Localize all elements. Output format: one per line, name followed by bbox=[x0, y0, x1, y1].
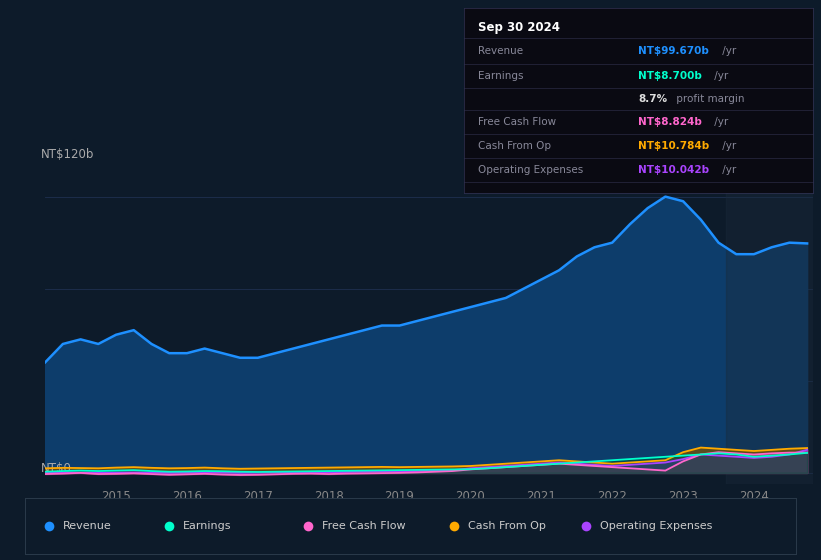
Bar bbox=[726, 174, 813, 484]
Text: /yr: /yr bbox=[718, 46, 736, 56]
Text: Revenue: Revenue bbox=[63, 521, 112, 531]
Text: /yr: /yr bbox=[718, 165, 736, 175]
Text: NT$0: NT$0 bbox=[41, 462, 72, 475]
Text: Earnings: Earnings bbox=[183, 521, 232, 531]
Text: /yr: /yr bbox=[711, 71, 728, 81]
Text: Sep 30 2024: Sep 30 2024 bbox=[478, 21, 560, 34]
Text: profit margin: profit margin bbox=[672, 94, 744, 104]
Text: 8.7%: 8.7% bbox=[639, 94, 667, 104]
Text: NT$120b: NT$120b bbox=[41, 148, 94, 161]
Text: Cash From Op: Cash From Op bbox=[469, 521, 546, 531]
Text: NT$99.670b: NT$99.670b bbox=[639, 46, 709, 56]
Text: Operating Expenses: Operating Expenses bbox=[478, 165, 583, 175]
Text: /yr: /yr bbox=[711, 117, 728, 127]
Text: Cash From Op: Cash From Op bbox=[478, 141, 551, 151]
Text: Free Cash Flow: Free Cash Flow bbox=[478, 117, 556, 127]
Text: Free Cash Flow: Free Cash Flow bbox=[322, 521, 406, 531]
Text: Earnings: Earnings bbox=[478, 71, 523, 81]
Text: /yr: /yr bbox=[718, 141, 736, 151]
Text: NT$10.042b: NT$10.042b bbox=[639, 165, 709, 175]
Text: Revenue: Revenue bbox=[478, 46, 523, 56]
Text: NT$10.784b: NT$10.784b bbox=[639, 141, 709, 151]
Text: NT$8.824b: NT$8.824b bbox=[639, 117, 702, 127]
Text: NT$8.700b: NT$8.700b bbox=[639, 71, 702, 81]
Text: Operating Expenses: Operating Expenses bbox=[599, 521, 712, 531]
